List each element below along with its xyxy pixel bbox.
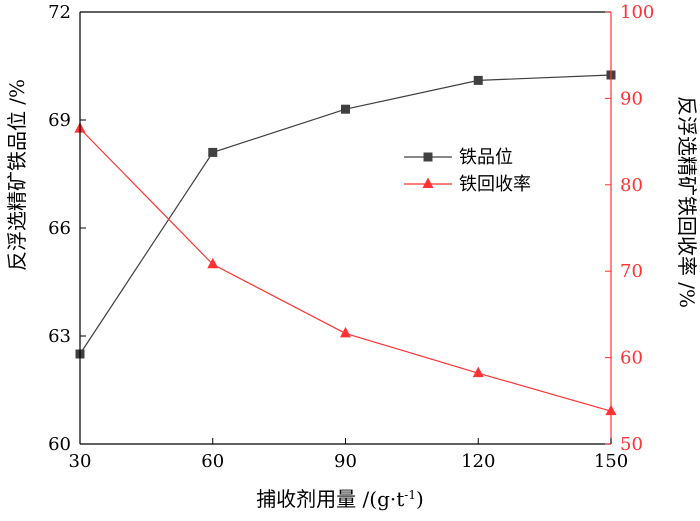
x-tick-label: 120 bbox=[461, 451, 495, 472]
y-left-tick-label: 69 bbox=[48, 110, 71, 131]
y-left-tick-label: 66 bbox=[48, 218, 71, 239]
x-tick-label: 60 bbox=[201, 451, 224, 472]
data-point-grade bbox=[473, 75, 483, 85]
data-point-recovery bbox=[207, 257, 219, 269]
x-axis-title-superscript: -1 bbox=[404, 488, 416, 502]
data-point-recovery bbox=[472, 366, 484, 378]
legend-label: 铁品位 bbox=[459, 147, 513, 168]
series-line-recovery bbox=[79, 128, 612, 412]
y-right-axis-title: 反浮选精矿铁回收率 /% bbox=[675, 96, 699, 308]
y-right-tick-label: 60 bbox=[620, 348, 643, 369]
y-left-tick-label: 72 bbox=[48, 2, 71, 23]
y-right-tick-label: 70 bbox=[620, 261, 643, 282]
legend-label: 铁回收率 bbox=[459, 174, 531, 195]
y-right-tick-label: 50 bbox=[620, 434, 643, 455]
data-point-recovery bbox=[340, 326, 351, 338]
data-point-grade bbox=[341, 104, 350, 114]
x-tick-label: 150 bbox=[594, 451, 628, 472]
y-left-tick-label: 60 bbox=[48, 434, 71, 455]
x-tick-label: 90 bbox=[334, 451, 357, 472]
y-right-tick-label: 90 bbox=[620, 88, 643, 109]
y-right-tick-label: 80 bbox=[620, 175, 643, 196]
series-layer bbox=[74, 70, 617, 416]
x-axis-title: 捕收剂用量 /(g·t-1) bbox=[256, 487, 424, 511]
legend-marker-triangle bbox=[422, 177, 434, 188]
legend-marker-square bbox=[423, 152, 433, 162]
series-line-grade bbox=[79, 74, 612, 355]
data-point-grade bbox=[208, 147, 218, 157]
y-right-tick-label: 100 bbox=[620, 2, 654, 23]
x-tick-label: 30 bbox=[69, 451, 92, 472]
y-left-axis-title: 反浮选精矿铁品位 /% bbox=[5, 79, 29, 271]
y-left-tick-label: 63 bbox=[48, 326, 71, 347]
